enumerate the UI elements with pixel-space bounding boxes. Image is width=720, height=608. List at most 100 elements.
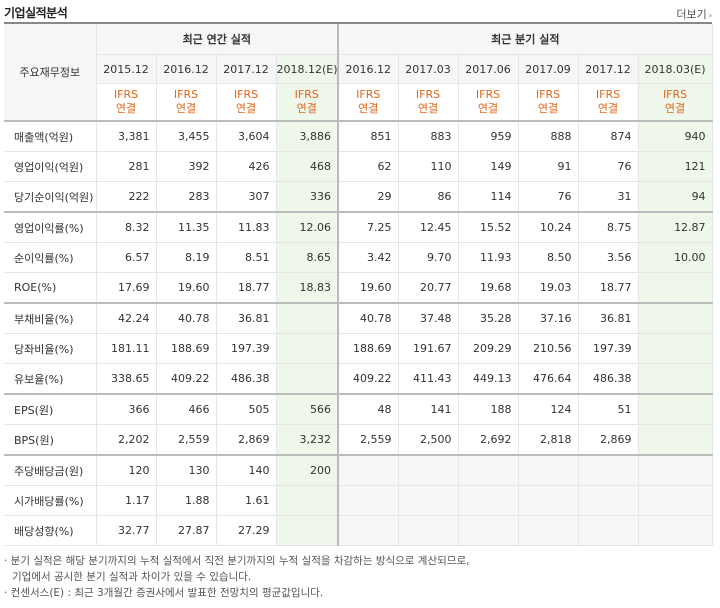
- value-cell: [578, 454, 639, 486]
- basis-scope: 연결: [115, 102, 137, 115]
- period-header: 2016.12: [156, 54, 217, 84]
- value-cell: 181.11: [96, 333, 157, 364]
- value-cell: 8.75: [578, 211, 639, 243]
- basis-scope: 연결: [597, 102, 619, 115]
- period-header: 2018.12(E): [276, 54, 340, 84]
- value-cell: [458, 515, 519, 546]
- basis-header: IFRS 연결: [398, 83, 459, 122]
- value-cell: 2,559: [156, 424, 217, 456]
- value-cell: 35.28: [458, 302, 519, 334]
- value-cell: 121: [638, 151, 713, 182]
- basis-scope: 연결: [664, 102, 686, 115]
- basis-header: IFRS 연결: [216, 83, 277, 122]
- basis-header: IFRS 연결: [458, 83, 519, 122]
- value-cell: 209.29: [458, 333, 519, 364]
- value-cell: 409.22: [338, 363, 399, 395]
- table-row: 당기순이익(억원) 222 283 307 336 29 86 114 76 31 94: [4, 181, 713, 213]
- value-cell: 19.60: [338, 272, 399, 304]
- period-header: 2017.09: [518, 54, 579, 84]
- row-label: 배당성향(%): [4, 515, 97, 546]
- value-cell: [518, 485, 579, 516]
- value-cell: 62: [338, 151, 399, 182]
- value-cell: 19.03: [518, 272, 579, 304]
- value-cell: 7.25: [338, 211, 399, 243]
- value-cell: [638, 333, 713, 364]
- value-cell: 8.65: [276, 242, 340, 273]
- footnote-1: · 분기 실적은 해당 분기까지의 누적 실적에서 직전 분기까지의 누적 실적…: [4, 555, 470, 567]
- basis-scope: 연결: [296, 102, 317, 115]
- row-label: 시가배당률(%): [4, 485, 97, 516]
- value-cell: 338.65: [96, 363, 157, 395]
- basis-standard: IFRS: [173, 88, 199, 101]
- value-cell: 76: [578, 151, 639, 182]
- basis-standard: IFRS: [475, 88, 501, 101]
- value-cell: 36.81: [216, 302, 277, 334]
- row-label: 유보율(%): [4, 363, 97, 395]
- value-cell: 10.24: [518, 211, 579, 243]
- value-cell: 12.87: [638, 211, 713, 243]
- value-cell: 8.50: [518, 242, 579, 273]
- table-row: ROE(%) 17.69 19.60 18.77 18.83 19.60 20.77 19.6…: [4, 272, 713, 304]
- row-label: 주당배당금(원): [4, 454, 97, 486]
- value-cell: 86: [398, 181, 459, 213]
- value-cell: [638, 272, 713, 304]
- value-cell: [578, 515, 639, 546]
- value-cell: 37.16: [518, 302, 579, 334]
- basis-scope: 연결: [175, 102, 197, 115]
- value-cell: 851: [338, 120, 399, 152]
- value-cell: 40.78: [156, 302, 217, 334]
- period-header: 2017.12: [216, 54, 277, 84]
- value-cell: [338, 515, 399, 546]
- value-cell: 120: [96, 454, 157, 486]
- basis-standard: IFRS: [595, 88, 621, 101]
- value-cell: 12.45: [398, 211, 459, 243]
- basis-standard: IFRS: [113, 88, 139, 101]
- value-cell: 37.48: [398, 302, 459, 334]
- basis-header: IFRS 연결: [156, 83, 217, 122]
- footnote-3: · 컨센서스(E) : 최근 3개월간 증권사에서 발표한 전망치의 평균값입니…: [4, 587, 324, 599]
- value-cell: 336: [276, 181, 340, 213]
- value-cell: 19.60: [156, 272, 217, 304]
- value-cell: 31: [578, 181, 639, 213]
- row-label: EPS(원): [4, 393, 97, 425]
- value-cell: 307: [216, 181, 277, 213]
- value-cell: 468: [276, 151, 340, 182]
- row-label: 부채비율(%): [4, 302, 97, 334]
- row-label: 영업이익률(%): [4, 211, 97, 243]
- value-cell: [398, 454, 459, 486]
- table-row: EPS(원) 366 466 505 566 48 141 188 124 51: [4, 393, 713, 425]
- value-cell: 3,381: [96, 120, 157, 152]
- value-cell: 18.77: [578, 272, 639, 304]
- value-cell: 51: [578, 393, 639, 425]
- more-link[interactable]: 더보기 ›: [676, 6, 712, 22]
- financial-table: 주요재무정보 최근 연간 실적 최근 분기 실적 2015.12 2016.12 2…: [4, 24, 713, 546]
- value-cell: 3,886: [276, 120, 340, 152]
- period-header: 2015.12: [96, 54, 157, 84]
- period-header: 2016.12: [338, 54, 399, 84]
- table-row: 배당성향(%) 32.77 27.87 27.29: [4, 515, 713, 546]
- value-cell: [518, 454, 579, 486]
- value-cell: 1.88: [156, 485, 217, 516]
- value-cell: 188: [458, 393, 519, 425]
- value-cell: 3.42: [338, 242, 399, 273]
- footnotes: · 분기 실적은 해당 분기까지의 누적 실적에서 직전 분기까지의 누적 실적…: [4, 553, 469, 601]
- value-cell: [338, 454, 399, 486]
- basis-scope: 연결: [537, 102, 559, 115]
- row-label: 순이익률(%): [4, 242, 97, 273]
- value-cell: [276, 485, 340, 516]
- table-row: 부채비율(%) 42.24 40.78 36.81 40.78 37.48 35.28 37.…: [4, 302, 713, 334]
- value-cell: 505: [216, 393, 277, 425]
- value-cell: 200: [276, 454, 340, 486]
- value-cell: [398, 485, 459, 516]
- value-cell: 20.77: [398, 272, 459, 304]
- value-cell: [276, 515, 340, 546]
- value-cell: 2,869: [578, 424, 639, 456]
- value-cell: 94: [638, 181, 713, 213]
- value-cell: 18.77: [216, 272, 277, 304]
- period-header: 2017.03: [398, 54, 459, 84]
- value-cell: 426: [216, 151, 277, 182]
- value-cell: 11.35: [156, 211, 217, 243]
- value-cell: 6.57: [96, 242, 157, 273]
- value-cell: 3,604: [216, 120, 277, 152]
